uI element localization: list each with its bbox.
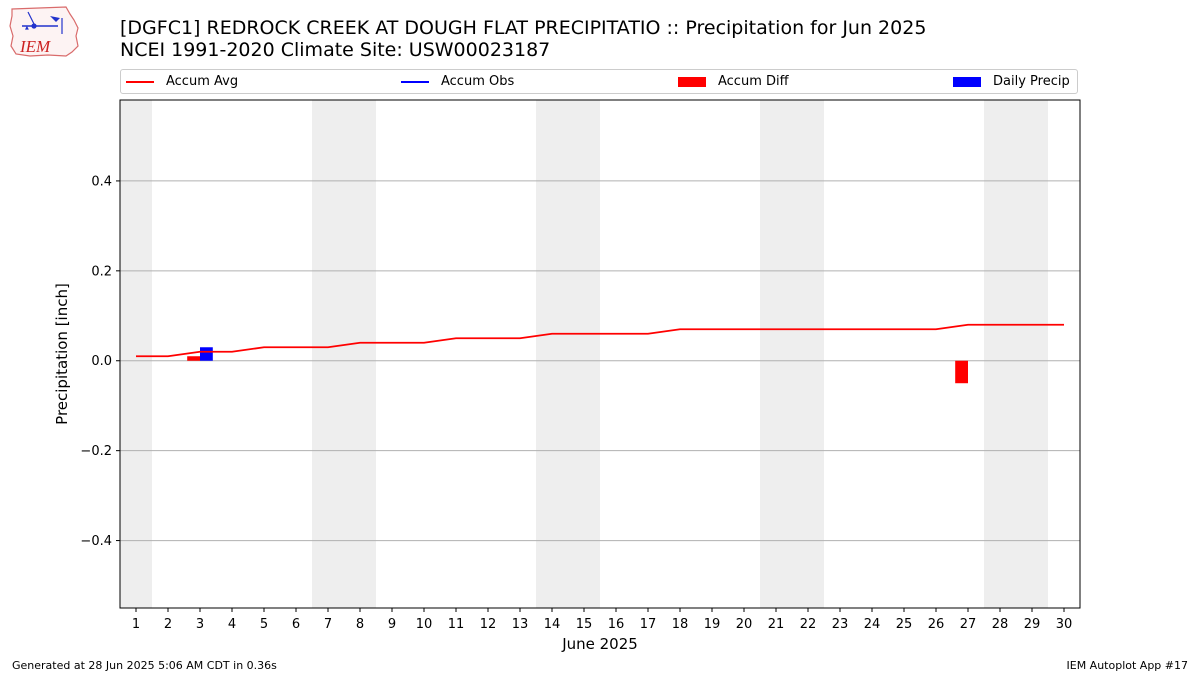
weekend-shade — [568, 100, 600, 608]
x-tick-label: 24 — [864, 617, 881, 632]
accum-avg-line — [136, 323, 1064, 358]
x-tick-label: 25 — [896, 617, 913, 632]
x-tick-label: 9 — [388, 617, 396, 632]
x-tick-label: 15 — [576, 617, 593, 632]
accum-diff-bar — [187, 356, 200, 361]
x-tick-label: 5 — [260, 617, 268, 632]
legend-label-accum-obs: Accum Obs — [441, 74, 515, 89]
x-tick-label: 17 — [640, 617, 657, 632]
x-tick-label: 7 — [324, 617, 332, 632]
x-tick-label: 29 — [1024, 617, 1041, 632]
x-tick-label: 18 — [672, 617, 689, 632]
iem-logo: ▲ IEM — [8, 6, 80, 58]
x-tick-label: 23 — [832, 617, 849, 632]
weekend-shade — [792, 100, 824, 608]
x-tick-label: 10 — [416, 617, 433, 632]
weekend-shade — [312, 100, 344, 608]
plot-area — [120, 100, 1080, 608]
legend-label-daily-precip: Daily Precip — [993, 74, 1070, 89]
x-tick-label: 16 — [608, 617, 625, 632]
x-tick-label: 1 — [132, 617, 140, 632]
legend-item-accum-avg: Accum Avg — [126, 70, 238, 93]
legend-label-accum-avg: Accum Avg — [166, 74, 239, 89]
x-tick-label: 12 — [480, 617, 497, 632]
y-tick-label: −0.4 — [80, 534, 112, 549]
x-tick-label: 30 — [1056, 617, 1073, 632]
generated-timestamp: Generated at 28 Jun 2025 5:06 AM CDT in … — [12, 659, 277, 672]
x-tick-label: 2 — [164, 617, 172, 632]
iem-logo-graphic: ▲ IEM — [9, 6, 79, 57]
weekend-shade — [760, 100, 792, 608]
svg-text:IEM: IEM — [19, 37, 51, 56]
weekend-shade — [984, 100, 1016, 608]
y-axis-label: Precipitation [inch] — [53, 283, 71, 425]
legend-swatch-accum-diff — [678, 76, 706, 87]
accum-diff-bar — [955, 360, 968, 384]
legend-swatch-accum-obs — [401, 80, 429, 83]
x-tick-label: 4 — [228, 617, 236, 632]
legend-swatch-daily-precip — [953, 76, 981, 87]
title-line-1: [DGFC1] REDROCK CREEK AT DOUGH FLAT PREC… — [120, 17, 927, 39]
legend: Accum Avg Accum Obs Accum Diff Daily Pre… — [120, 69, 1078, 94]
legend-swatch-accum-avg — [126, 80, 154, 83]
x-tick-label: 26 — [928, 617, 945, 632]
x-tick-label: 11 — [448, 617, 465, 632]
x-tick-label: 28 — [992, 617, 1009, 632]
svg-text:▲: ▲ — [25, 25, 29, 31]
x-tick-label: 3 — [196, 617, 204, 632]
y-tick-label: −0.2 — [80, 444, 112, 459]
y-tick-label: 0.2 — [91, 264, 112, 279]
y-tick-label: 0.0 — [91, 354, 112, 369]
x-axis-label: June 2025 — [561, 635, 638, 653]
legend-item-accum-diff: Accum Diff — [678, 70, 789, 93]
x-tick-label: 21 — [768, 617, 785, 632]
weekend-shade — [536, 100, 568, 608]
legend-item-accum-obs: Accum Obs — [401, 70, 514, 93]
y-tick-label: 0.4 — [91, 174, 112, 189]
weekend-shade — [120, 100, 152, 608]
chart-title: [DGFC1] REDROCK CREEK AT DOUGH FLAT PREC… — [120, 17, 926, 61]
x-tick-label: 20 — [736, 617, 753, 632]
weekend-shade — [344, 100, 376, 608]
x-tick-label: 19 — [704, 617, 721, 632]
x-tick-label: 27 — [960, 617, 977, 632]
x-tick-label: 13 — [512, 617, 529, 632]
x-tick-label: 8 — [356, 617, 364, 632]
daily-precip-bar — [200, 347, 213, 361]
x-tick-label: 14 — [544, 617, 561, 632]
title-line-2: NCEI 1991-2020 Climate Site: USW00023187 — [120, 39, 551, 61]
x-tick-label: 6 — [292, 617, 300, 632]
weekend-shade — [1016, 100, 1048, 608]
legend-item-daily-precip: Daily Precip — [953, 70, 1070, 93]
plot-frame — [119, 99, 1081, 609]
legend-label-accum-diff: Accum Diff — [718, 74, 789, 89]
x-tick-label: 22 — [800, 617, 817, 632]
app-credit: IEM Autoplot App #17 — [1066, 659, 1189, 672]
